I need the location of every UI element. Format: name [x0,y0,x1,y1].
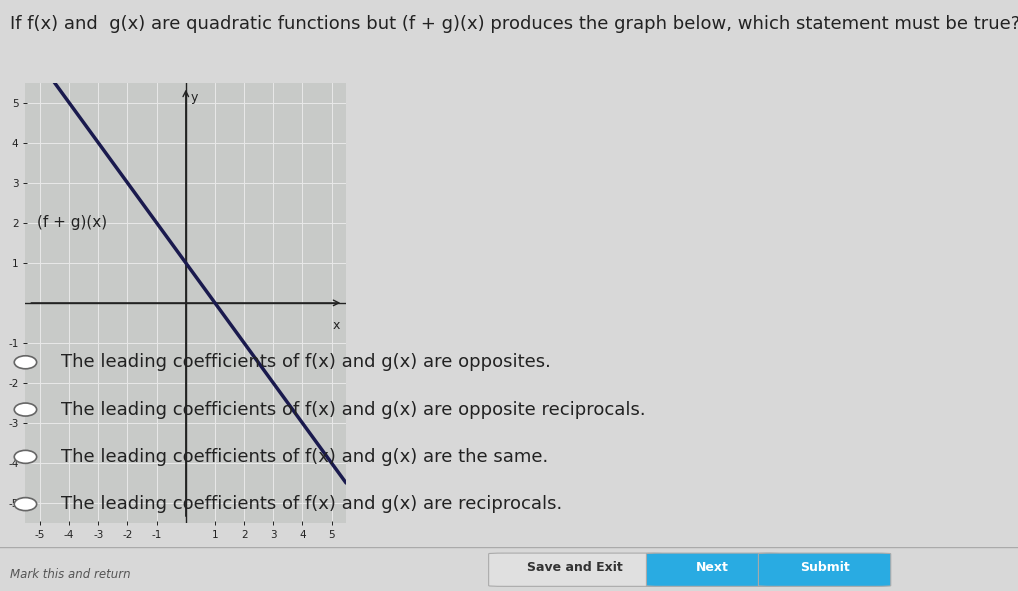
Text: The leading coefficients of f(x) and g(x) are opposites.: The leading coefficients of f(x) and g(x… [61,353,551,371]
Text: The leading coefficients of f(x) and g(x) are opposite reciprocals.: The leading coefficients of f(x) and g(x… [61,401,645,418]
Text: Submit: Submit [800,561,849,574]
Text: If f(x) and  g(x) are quadratic functions but (f + g)(x) produces the graph belo: If f(x) and g(x) are quadratic functions… [10,15,1018,33]
Text: (f + g)(x): (f + g)(x) [37,215,107,230]
Text: Save and Exit: Save and Exit [527,561,623,574]
FancyBboxPatch shape [646,553,779,586]
FancyBboxPatch shape [758,553,891,586]
Text: Mark this and return: Mark this and return [10,568,130,580]
Text: The leading coefficients of f(x) and g(x) are reciprocals.: The leading coefficients of f(x) and g(x… [61,495,562,513]
Text: The leading coefficients of f(x) and g(x) are the same.: The leading coefficients of f(x) and g(x… [61,448,549,466]
Text: y: y [191,91,199,104]
FancyBboxPatch shape [489,553,662,586]
Text: Next: Next [696,561,729,574]
Text: x: x [333,319,340,332]
